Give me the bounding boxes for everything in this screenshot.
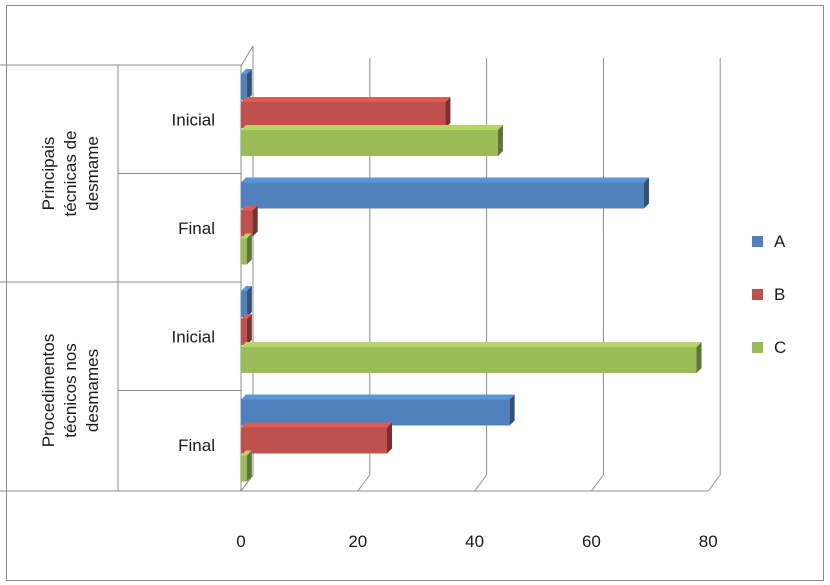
- bar-top-face: [241, 342, 702, 347]
- bar-front-face: [241, 74, 247, 100]
- group-label-line: técnicos nos: [61, 343, 80, 438]
- bar-a: [241, 394, 515, 426]
- bar-top-face: [241, 422, 392, 428]
- bar-b: [241, 97, 451, 128]
- bar-top-face: [241, 286, 252, 291]
- bar-front-face: [241, 102, 446, 128]
- bar-end-face: [246, 314, 252, 345]
- group-label-line: técnicas de: [61, 131, 80, 217]
- wall-edge-line: [240, 45, 254, 67]
- legend-label-b: B: [774, 285, 785, 304]
- bar-top-face: [241, 177, 649, 183]
- x-tick-label: 0: [236, 532, 245, 551]
- bar-front-face: [241, 182, 644, 209]
- floor-line-80: [707, 474, 721, 492]
- legend-label-a: A: [774, 232, 786, 251]
- group-label-2: Procedimentos técnicos nos desmames: [39, 334, 102, 447]
- group-label-line: desmames: [83, 349, 102, 432]
- bar-end-face: [445, 97, 451, 128]
- bar-b: [241, 205, 258, 237]
- legend-swatch-a: [752, 236, 763, 247]
- bar-front-face: [241, 238, 247, 265]
- x-tick-label: 60: [582, 532, 601, 551]
- bar-front-face: [241, 319, 247, 345]
- bar-top-face: [241, 233, 252, 239]
- group-label-line: Procedimentos: [39, 334, 58, 447]
- category-label: Final: [178, 219, 215, 238]
- bar-end-face: [246, 286, 252, 317]
- bar-front-face: [241, 291, 247, 317]
- bar-front-face: [241, 210, 253, 237]
- legend-swatch-c: [752, 342, 763, 353]
- bar-c: [241, 450, 252, 482]
- bar-top-face: [241, 394, 515, 400]
- bar-b: [241, 422, 392, 454]
- bar-front-face: [241, 427, 387, 454]
- legend-label-c: C: [774, 338, 786, 357]
- floor-line-20: [357, 474, 371, 492]
- bar-end-face: [252, 205, 258, 237]
- bar-c: [241, 233, 252, 265]
- category-label: Final: [178, 436, 215, 455]
- bar-top-face: [241, 450, 252, 456]
- bar-a: [241, 286, 252, 317]
- category-label: Inicial: [172, 327, 215, 346]
- bar-end-face: [246, 69, 252, 100]
- floor-line-0: [240, 474, 254, 492]
- x-tick-label: 20: [348, 532, 367, 551]
- bar-end-face: [696, 342, 702, 373]
- category-label: Inicial: [172, 110, 215, 129]
- floor-line-40: [474, 474, 488, 492]
- group-label-1: Principais técnicas de desmame: [39, 131, 102, 217]
- x-tick-label: 80: [699, 532, 718, 551]
- bar-end-face: [643, 177, 649, 209]
- group-label-line: desmame: [83, 136, 102, 211]
- bar-b: [241, 314, 252, 345]
- bar-front-face: [241, 130, 498, 156]
- bar-c: [241, 342, 702, 373]
- bar-end-face: [387, 422, 392, 454]
- bar-top-face: [241, 205, 258, 211]
- legend-swatch-b: [752, 289, 763, 300]
- bar-top-face: [241, 69, 252, 74]
- floor-line-60: [591, 474, 604, 492]
- bar-end-face: [497, 125, 503, 156]
- bar-top-face: [241, 125, 503, 130]
- bar-a: [241, 177, 649, 209]
- bar-top-face: [241, 97, 451, 102]
- bar-end-face: [246, 450, 252, 482]
- bar-a: [241, 69, 252, 100]
- group-label-line: Principais: [39, 137, 58, 211]
- bar-end-face: [509, 394, 515, 426]
- bar-c: [241, 125, 503, 156]
- bar-front-face: [241, 455, 247, 482]
- bar-end-face: [246, 233, 252, 265]
- bar-front-face: [241, 399, 510, 426]
- x-tick-label: 40: [465, 532, 484, 551]
- bar-front-face: [241, 347, 697, 373]
- bar-top-face: [241, 314, 252, 319]
